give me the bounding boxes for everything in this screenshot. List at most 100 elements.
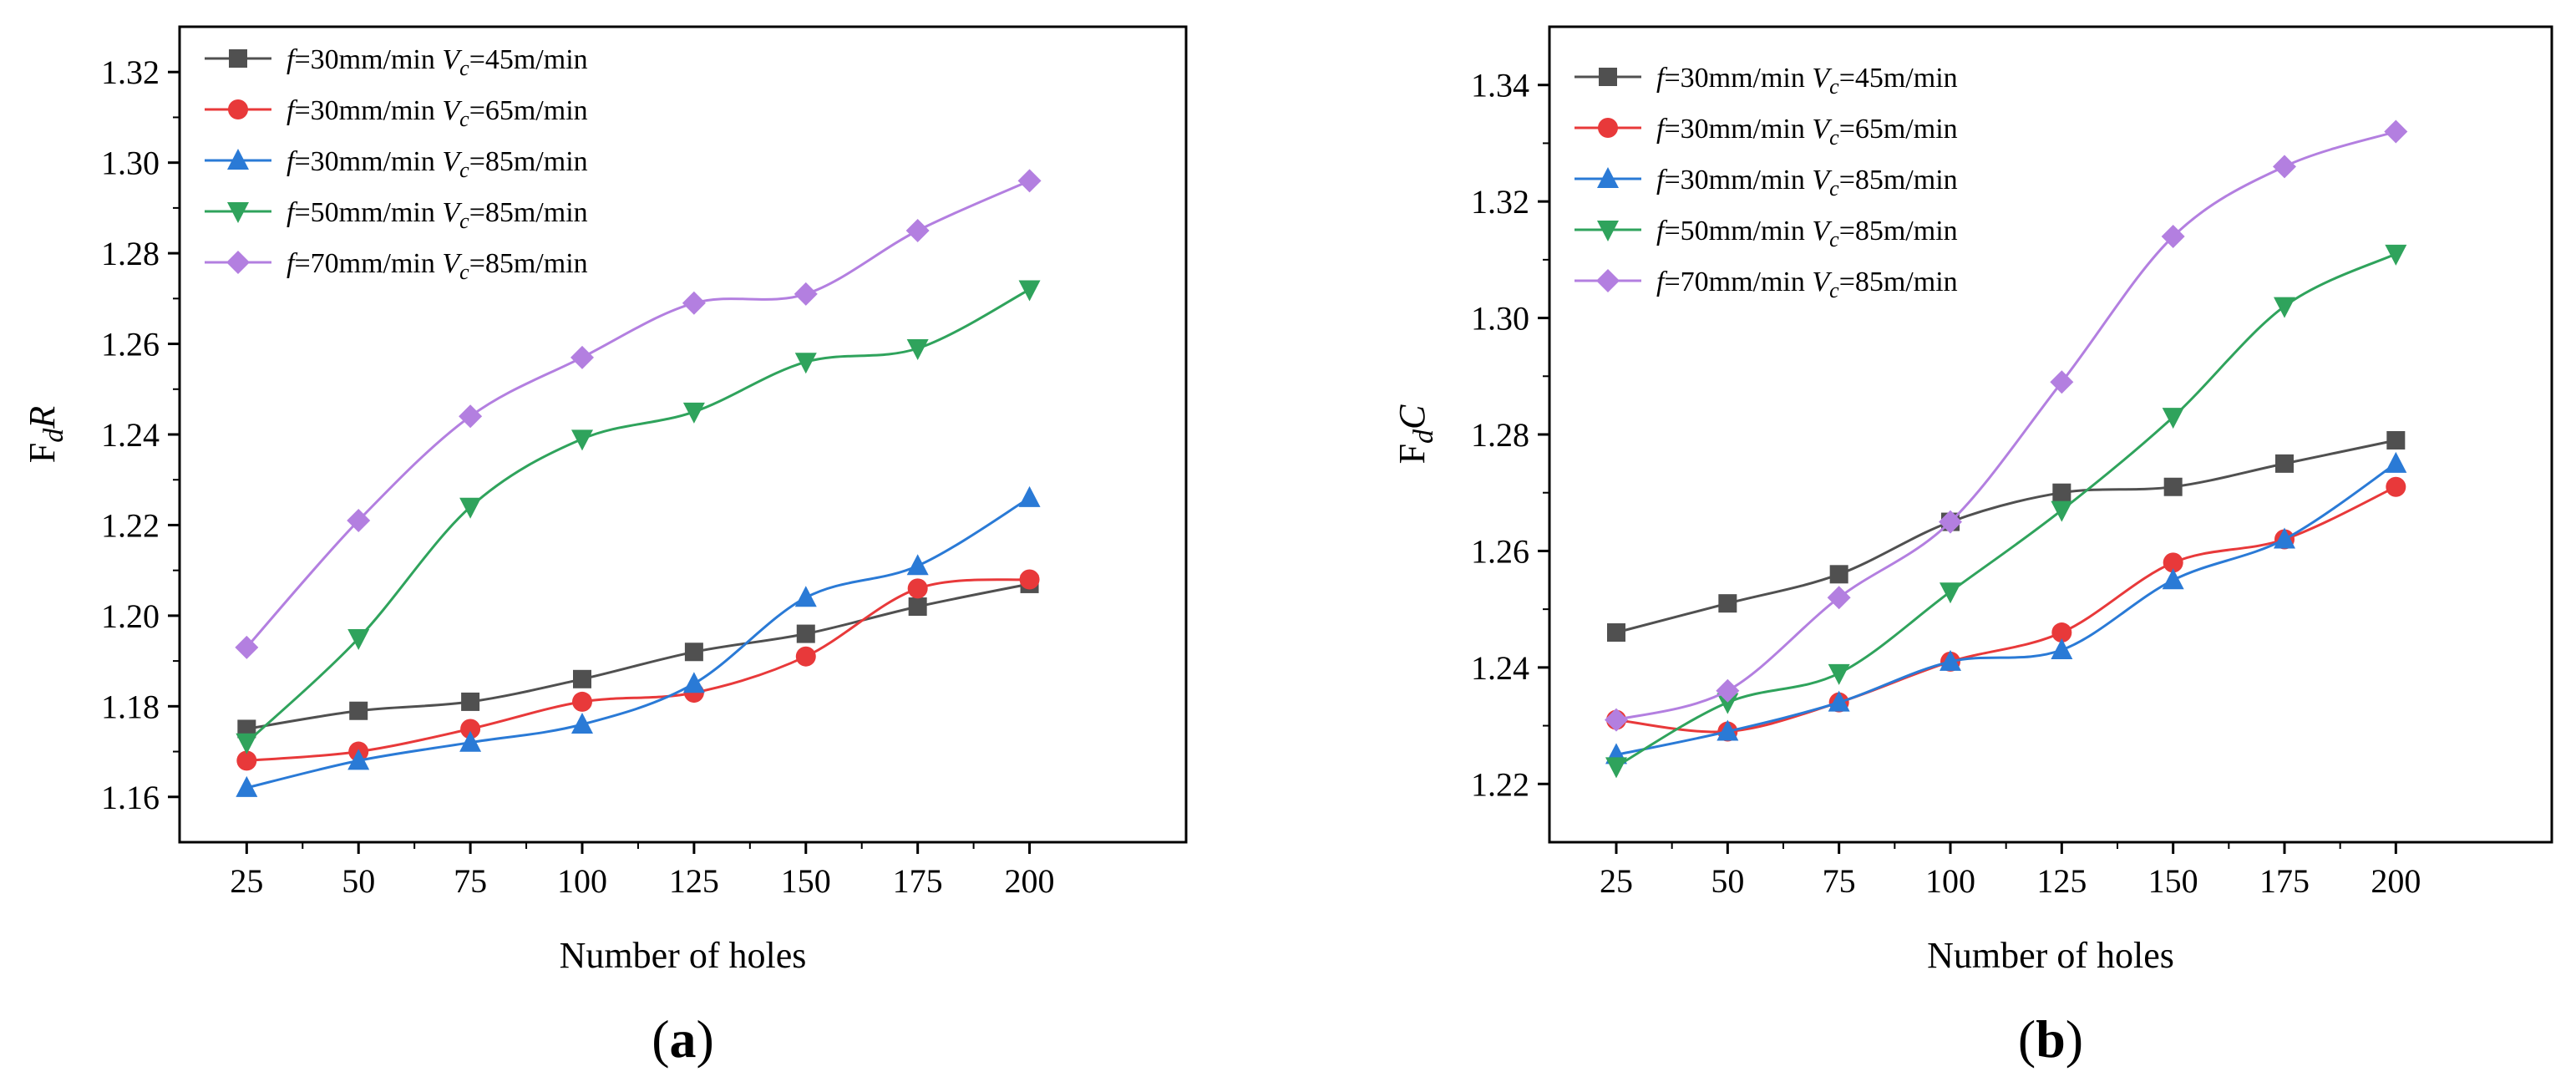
y-tick-label: 1.20 bbox=[101, 597, 160, 635]
y-tick-label: 1.24 bbox=[101, 416, 160, 454]
series-line bbox=[1615, 130, 2396, 722]
x-tick-label: 200 bbox=[1005, 862, 1055, 900]
legend-marker bbox=[229, 49, 247, 68]
legend-item: f=30mm/min Vc=45m/min bbox=[1575, 63, 1958, 99]
y-tick-label: 1.16 bbox=[101, 779, 160, 816]
legend-item: f=30mm/min Vc=85m/min bbox=[205, 146, 588, 182]
data-point bbox=[1939, 510, 1962, 534]
data-point bbox=[682, 672, 705, 693]
data-point bbox=[2274, 297, 2295, 318]
data-point bbox=[2162, 408, 2184, 429]
data-point bbox=[794, 353, 817, 374]
data-point bbox=[1828, 663, 1850, 685]
data-point bbox=[1829, 565, 1848, 584]
data-point bbox=[459, 497, 482, 519]
chart-panel-a: 25 50 75 100 125 150 175 200 1.16 1.18 1.20 1.22 1.2… bbox=[22, 25, 1188, 1069]
legend-label: f=30mm/min Vc=65m/min bbox=[287, 95, 588, 131]
data-point bbox=[684, 643, 703, 662]
legend: f=30mm/min Vc=45m/min f=30mm/min Vc=65m/m… bbox=[1575, 63, 1958, 302]
data-point bbox=[460, 719, 481, 739]
data-point bbox=[2274, 527, 2295, 549]
legend-item: f=50mm/min Vc=85m/min bbox=[1575, 216, 1958, 251]
legend-marker bbox=[227, 202, 249, 223]
y-axis-title: FdC bbox=[1392, 404, 1439, 464]
data-point bbox=[1716, 719, 1739, 741]
data-point bbox=[682, 402, 705, 424]
x-tick-label: 25 bbox=[1600, 862, 1633, 900]
legend-item: f=30mm/min Vc=65m/min bbox=[1575, 114, 1958, 150]
series-line bbox=[1615, 439, 2396, 634]
data-point bbox=[2273, 155, 2296, 179]
data-point bbox=[906, 554, 929, 576]
data-point bbox=[459, 730, 482, 752]
data-point bbox=[1828, 690, 1850, 712]
data-point bbox=[347, 509, 371, 533]
data-point bbox=[461, 692, 480, 711]
y-tick-label: 1.22 bbox=[101, 506, 160, 544]
data-point bbox=[682, 291, 706, 315]
data-point bbox=[235, 635, 259, 659]
y-tick-label: 1.28 bbox=[101, 235, 160, 272]
chart-panel-b: 25 50 75 100 125 150 175 200 1.22 1.24 1.26 1.28 1.3… bbox=[1392, 25, 2553, 1069]
data-point bbox=[795, 646, 816, 667]
data-point bbox=[2050, 370, 2074, 394]
data-point bbox=[2163, 477, 2183, 496]
x-tick-label: 125 bbox=[669, 862, 719, 900]
data-point bbox=[571, 713, 593, 734]
legend-marker bbox=[228, 99, 248, 119]
data-point bbox=[2051, 637, 2073, 659]
data-point bbox=[1018, 280, 1041, 302]
data-point bbox=[236, 733, 258, 754]
data-point bbox=[572, 691, 592, 712]
legend-label: f=30mm/min Vc=45m/min bbox=[1656, 63, 1958, 99]
legend-item: f=70mm/min Vc=85m/min bbox=[1575, 267, 1958, 302]
data-point bbox=[573, 669, 591, 688]
legend-marker bbox=[1598, 118, 1618, 138]
data-point bbox=[794, 586, 817, 607]
y-axis-title: FdR bbox=[22, 406, 69, 463]
x-tick-label: 75 bbox=[454, 862, 487, 900]
legend-label: f=70mm/min Vc=85m/min bbox=[1656, 267, 1958, 302]
legend-label: f=30mm/min Vc=65m/min bbox=[1656, 114, 1958, 150]
x-tick-label: 25 bbox=[230, 862, 263, 900]
series-line bbox=[1615, 252, 2396, 768]
y-tick-label: 1.28 bbox=[1471, 416, 1529, 454]
data-point bbox=[2051, 622, 2072, 643]
data-point bbox=[2386, 476, 2406, 497]
data-point bbox=[907, 578, 928, 599]
x-tick-label: 150 bbox=[781, 862, 831, 900]
y-tick-label: 1.34 bbox=[1471, 67, 1529, 104]
y-tick-label: 1.24 bbox=[1471, 649, 1529, 687]
legend-label: f=70mm/min Vc=85m/min bbox=[287, 248, 588, 284]
data-point bbox=[459, 404, 483, 429]
x-tick-label: 125 bbox=[2036, 862, 2087, 900]
legend-marker bbox=[1599, 68, 1617, 86]
series-3 bbox=[236, 485, 1041, 797]
series-line bbox=[246, 578, 1030, 762]
x-tick-label: 175 bbox=[2259, 862, 2310, 900]
x-tick-label: 100 bbox=[557, 862, 607, 900]
data-point bbox=[2161, 224, 2185, 248]
series-line bbox=[246, 496, 1031, 790]
legend-marker bbox=[226, 251, 250, 274]
legend-marker bbox=[1596, 269, 1620, 292]
legend: f=30mm/min Vc=45m/min f=30mm/min Vc=65m/m… bbox=[205, 44, 588, 284]
x-tick-label: 50 bbox=[1711, 862, 1744, 900]
y-tick-label: 1.30 bbox=[101, 145, 160, 182]
y-tick-label: 1.18 bbox=[101, 688, 160, 725]
data-point bbox=[1018, 485, 1041, 507]
legend-label: f=30mm/min Vc=45m/min bbox=[287, 44, 588, 80]
data-point bbox=[2163, 552, 2183, 573]
legend-item: f=30mm/min Vc=45m/min bbox=[205, 44, 588, 80]
y-tick-label: 1.26 bbox=[101, 326, 160, 363]
data-point bbox=[2385, 244, 2407, 266]
data-point bbox=[236, 750, 257, 771]
data-point bbox=[908, 597, 927, 617]
data-point bbox=[2162, 568, 2184, 590]
series-1 bbox=[1607, 430, 2406, 643]
y-tick-label: 1.32 bbox=[1471, 183, 1529, 221]
series-2 bbox=[236, 569, 1040, 771]
x-tick-label: 200 bbox=[2371, 862, 2421, 900]
x-tick-label: 175 bbox=[893, 862, 943, 900]
x-tick-label: 50 bbox=[342, 862, 375, 900]
